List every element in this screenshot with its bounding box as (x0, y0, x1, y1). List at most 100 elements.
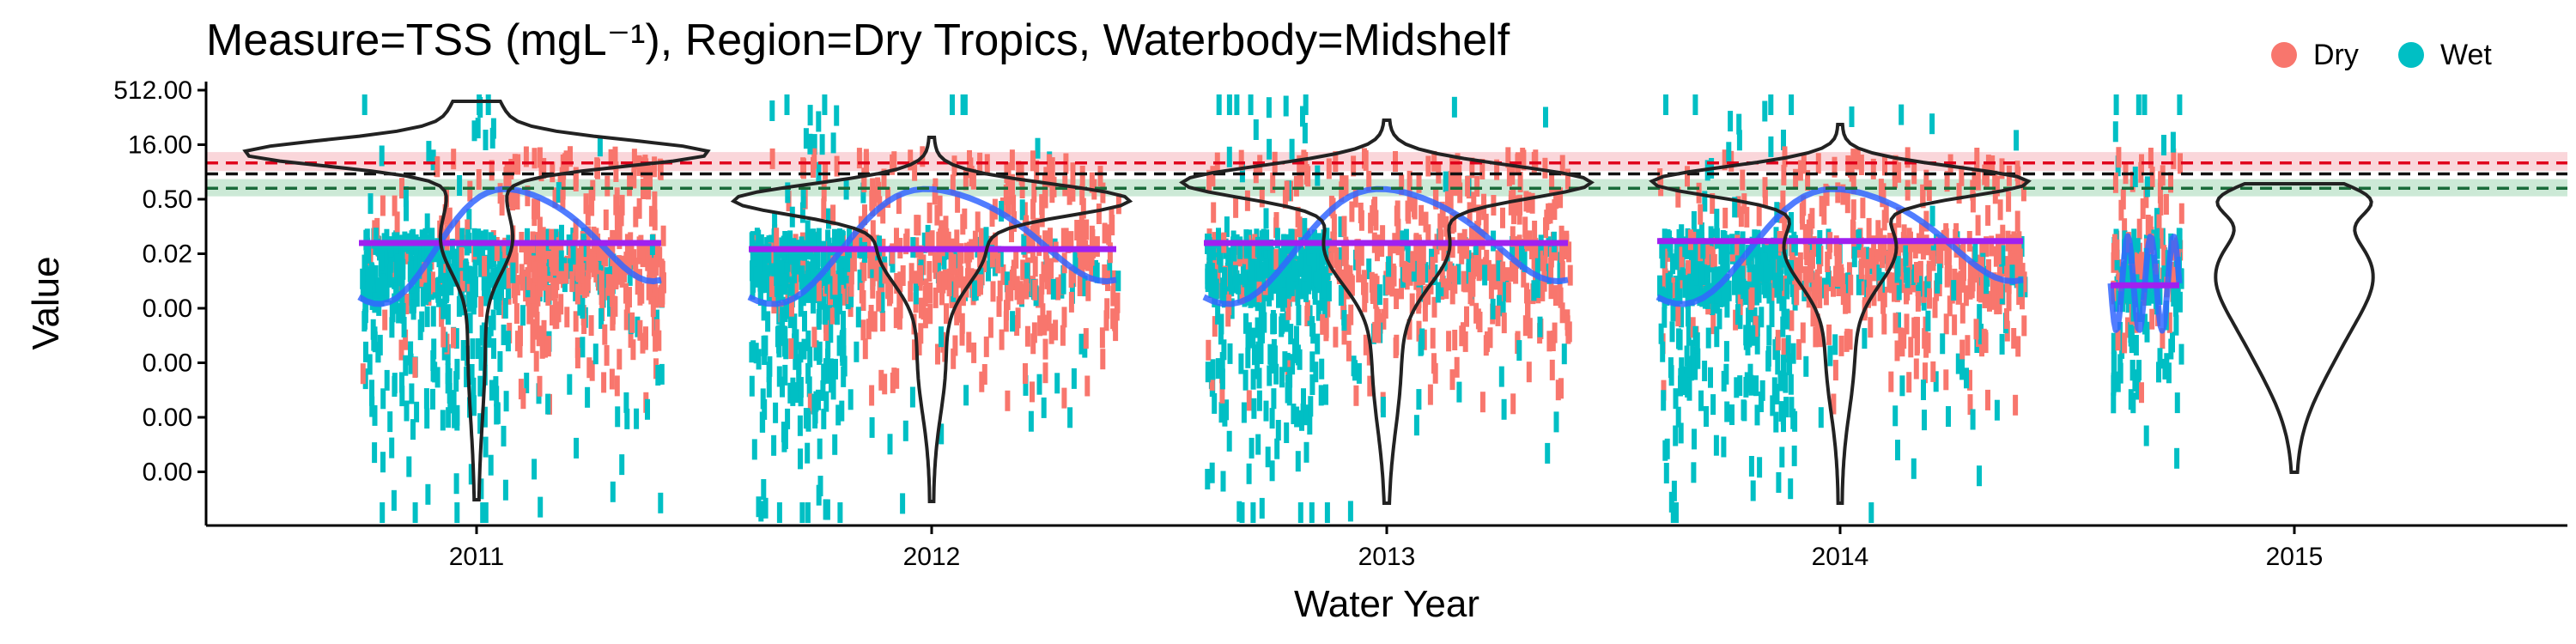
data-point (788, 244, 794, 265)
data-point (551, 255, 557, 276)
data-point (631, 149, 637, 170)
data-point (434, 156, 440, 178)
data-point (1685, 166, 1690, 187)
data-point (2006, 290, 2012, 312)
data-point (1888, 371, 1894, 392)
data-point (2018, 276, 2024, 297)
data-point (1048, 258, 1054, 279)
data-point (1784, 308, 1790, 330)
data-point (1708, 226, 1714, 247)
data-point (2161, 265, 2167, 287)
data-point (1773, 227, 1779, 248)
data-point (914, 215, 920, 236)
data-point (1716, 308, 1722, 330)
data-point (1693, 264, 1699, 286)
data-point (526, 270, 532, 290)
data-point (403, 186, 409, 207)
data-point (1984, 273, 1990, 295)
data-point (801, 158, 806, 179)
data-point (506, 268, 512, 289)
data-point (1783, 259, 1789, 280)
data-point (1894, 340, 1900, 361)
data-point (478, 296, 484, 317)
data-point (1348, 273, 1354, 295)
data-point (490, 267, 496, 289)
data-point (1097, 166, 1103, 187)
data-point (1777, 370, 1783, 392)
data-point (1296, 305, 1302, 325)
data-point (2014, 130, 2020, 151)
data-point (1866, 287, 1871, 308)
data-point (1881, 234, 1887, 256)
data-point (1740, 278, 1746, 300)
data-point (470, 338, 476, 360)
data-point (835, 304, 841, 325)
data-point (523, 244, 529, 264)
data-point (829, 372, 834, 393)
data-point (760, 388, 766, 410)
data-point (389, 317, 395, 338)
data-point (785, 251, 791, 272)
data-point (2009, 250, 2015, 271)
data-point (1860, 197, 1866, 219)
data-point (2149, 167, 2155, 188)
data-point (937, 195, 943, 216)
data-point (832, 274, 838, 295)
data-point (489, 380, 495, 401)
data-point (1913, 358, 1919, 380)
data-point (897, 271, 903, 293)
data-point (805, 362, 811, 384)
data-point (1038, 286, 1044, 307)
data-point (2015, 336, 2021, 357)
data-point (937, 244, 942, 265)
data-point (377, 334, 383, 355)
data-point (821, 408, 827, 429)
data-point (539, 337, 545, 359)
data-point (979, 371, 985, 392)
data-point (1686, 356, 1692, 378)
data-point (1494, 159, 1500, 180)
data-point (860, 319, 866, 341)
data-point (1099, 327, 1105, 349)
data-point (569, 270, 575, 292)
data-point (793, 349, 799, 370)
data-point (1552, 285, 1558, 307)
data-point (520, 388, 526, 410)
data-point (1023, 374, 1029, 396)
data-point (1236, 273, 1242, 295)
data-point (627, 287, 632, 308)
data-point (574, 348, 580, 368)
data-point (1041, 261, 1047, 283)
data-point (1791, 445, 1797, 466)
data-point (1553, 411, 1559, 433)
data-point (1979, 242, 1985, 264)
data-point (1270, 310, 1276, 331)
data-point (1343, 239, 1349, 260)
data-point (1419, 244, 1425, 265)
data-point (1895, 440, 1900, 461)
data-point (1363, 282, 1369, 303)
data-point (2122, 332, 2128, 354)
data-point (1030, 381, 1035, 403)
data-point (1959, 339, 1965, 361)
data-point (426, 272, 431, 294)
data-point (1695, 348, 1701, 369)
data-point (1788, 478, 1794, 500)
data-point (1882, 155, 1887, 176)
data-point (512, 283, 518, 304)
data-point (392, 195, 398, 216)
data-point (1754, 404, 1760, 426)
data-point (1930, 250, 1936, 271)
data-point (1944, 171, 1950, 192)
data-point (1219, 382, 1225, 404)
data-point (1068, 267, 1074, 288)
data-point (1753, 316, 1759, 337)
data-point (1521, 266, 1527, 288)
data-point (1084, 219, 1090, 240)
data-point (1762, 100, 1768, 122)
data-point (772, 210, 778, 232)
data-point (1000, 264, 1006, 285)
data-point (1107, 242, 1113, 264)
data-point (596, 240, 602, 261)
data-point (861, 260, 867, 282)
